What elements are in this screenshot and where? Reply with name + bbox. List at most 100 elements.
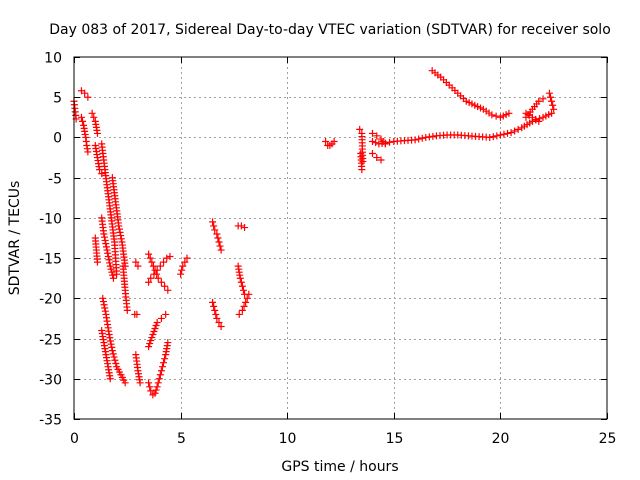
data-point [213, 230, 221, 238]
data-point [237, 278, 245, 286]
series-s18 [145, 250, 172, 294]
series-s11 [99, 294, 129, 387]
series-s25 [235, 290, 253, 318]
data-point [368, 129, 376, 137]
data-point [123, 306, 131, 314]
data-point [106, 259, 114, 267]
data-point [386, 138, 394, 146]
y-axis-label: SDTVAR / TECUs [7, 181, 23, 296]
y-tick-label: 5 [53, 91, 62, 107]
x-tick-label: 0 [70, 431, 79, 447]
data-point [493, 132, 501, 140]
data-point [209, 298, 217, 306]
data-point [157, 278, 165, 286]
data-point [535, 97, 543, 105]
data-point [109, 274, 117, 282]
data-point [93, 258, 101, 266]
y-tick-label: -35 [39, 413, 62, 429]
data-point [107, 265, 115, 273]
data-point [155, 375, 163, 383]
data-point [149, 331, 157, 339]
series-s30 [368, 129, 389, 148]
data-point [156, 371, 164, 379]
data-point [240, 302, 248, 310]
data-point [242, 298, 250, 306]
data-point [415, 135, 423, 143]
data-point [545, 89, 553, 97]
data-point [158, 363, 166, 371]
grid [74, 57, 607, 419]
data-point [179, 262, 187, 270]
x-tick-label: 25 [599, 431, 617, 447]
series-s7 [108, 174, 129, 270]
data-point [147, 274, 155, 282]
data-point [79, 117, 87, 125]
data-point [211, 306, 219, 314]
data-point [217, 322, 225, 330]
data-point [373, 132, 381, 140]
data-point [500, 130, 508, 138]
data-point [102, 240, 110, 248]
data-point [239, 286, 247, 294]
data-point [98, 170, 106, 178]
series-s32 [428, 67, 513, 121]
data-point [99, 298, 107, 306]
data-point [504, 129, 512, 137]
plot-frame [73, 56, 608, 420]
data-point [81, 89, 89, 97]
data-point [100, 230, 108, 238]
data-point [136, 379, 144, 387]
series-s16 [145, 339, 172, 399]
series-s22 [209, 298, 225, 330]
data-point [209, 218, 217, 226]
data-point [108, 268, 116, 276]
data-point [217, 246, 225, 254]
data-point [160, 258, 168, 266]
data-point [216, 242, 224, 250]
series-s1 [70, 97, 80, 123]
data-point [147, 337, 155, 345]
series-s20 [177, 254, 191, 278]
data-point [105, 256, 113, 264]
data-point [101, 304, 109, 312]
y-tick-label: 10 [44, 51, 62, 67]
data-point [106, 375, 114, 383]
data-point [213, 314, 221, 322]
data-point [109, 271, 117, 279]
data-point [492, 112, 500, 120]
data-point [210, 302, 218, 310]
data-point [77, 113, 85, 121]
data-point [151, 266, 159, 274]
data-point [101, 307, 109, 315]
data-point [106, 262, 114, 270]
data-point [148, 258, 156, 266]
data-point [108, 343, 116, 351]
data-point [152, 386, 160, 394]
data-point [145, 278, 153, 286]
data-point [153, 270, 161, 278]
x-tick-label: 15 [386, 431, 404, 447]
y-tick-label: -25 [39, 333, 62, 349]
data-points [70, 67, 558, 399]
data-point [112, 359, 120, 367]
data-point [177, 270, 185, 278]
data-point [148, 334, 156, 342]
data-point [150, 328, 158, 336]
data-point [548, 97, 556, 105]
data-point [215, 238, 223, 246]
data-point [153, 383, 161, 391]
y-tick-label: -15 [39, 252, 62, 268]
data-point [106, 334, 114, 342]
data-point [235, 310, 243, 318]
series-s26 [322, 137, 338, 149]
data-point [99, 294, 107, 302]
data-point [162, 310, 170, 318]
data-point [156, 262, 164, 270]
data-point [145, 250, 153, 258]
data-point [151, 389, 159, 397]
axis-ticks: 0 5 10 15 20 25 10 5 0 -5 -10 -15 -20 -25 -30 -35 [39, 51, 616, 448]
series-s28 [357, 150, 366, 174]
data-point [161, 282, 169, 290]
data-point [103, 246, 111, 254]
series-s12 [98, 327, 114, 383]
